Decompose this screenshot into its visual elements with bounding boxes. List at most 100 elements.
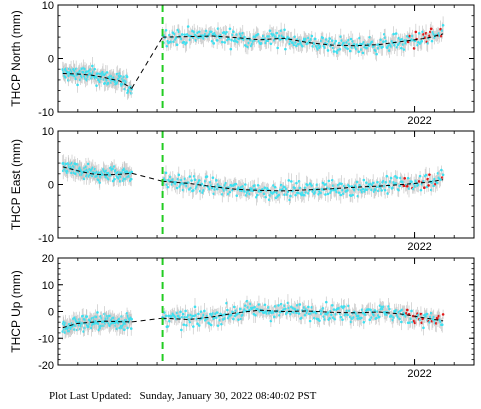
- data-point: [228, 27, 232, 31]
- data-point: [263, 186, 267, 190]
- data-point: [330, 189, 333, 192]
- data-point: [91, 166, 95, 169]
- data-point: [120, 315, 123, 318]
- data-point: [76, 83, 79, 87]
- data-point: [389, 176, 393, 180]
- y-axis-label: THCP East (mm): [9, 139, 23, 230]
- data-point: [243, 35, 246, 39]
- data-point: [388, 307, 391, 311]
- data-point-recent: [405, 308, 409, 312]
- data-point: [348, 185, 351, 188]
- data-point: [215, 179, 218, 182]
- data-point: [181, 312, 185, 316]
- data-point: [162, 311, 166, 314]
- data-point: [295, 181, 298, 185]
- data-point: [272, 315, 276, 319]
- data-point: [396, 43, 400, 47]
- gap-connector-line: [131, 172, 163, 182]
- data-point: [93, 67, 96, 71]
- data-point: [298, 303, 302, 306]
- data-point: [277, 304, 280, 307]
- data-point: [318, 319, 321, 322]
- data-point: [231, 310, 234, 314]
- data-point: [226, 308, 229, 312]
- data-point: [263, 303, 267, 307]
- data-point: [111, 167, 115, 171]
- model-trend-line: [162, 33, 444, 47]
- data-point: [310, 34, 314, 38]
- data-point: [232, 305, 236, 309]
- data-point: [303, 313, 307, 317]
- data-point: [340, 305, 343, 308]
- data-point: [227, 37, 231, 41]
- model-trend-line: [62, 320, 132, 329]
- data-point: [382, 40, 385, 44]
- data-point: [212, 42, 216, 45]
- data-point: [290, 180, 293, 183]
- data-point: [238, 307, 242, 311]
- data-point: [179, 310, 182, 314]
- data-point: [418, 174, 422, 178]
- data-point: [191, 325, 195, 328]
- data-point: [215, 311, 219, 314]
- data-points: [61, 154, 445, 207]
- data-point: [122, 328, 126, 331]
- data-point: [430, 39, 434, 43]
- x-tick-label: 2022: [407, 241, 431, 253]
- y-axis-label: THCP Up (mm): [9, 270, 23, 352]
- data-point: [122, 75, 126, 79]
- data-point: [417, 31, 421, 35]
- data-point: [394, 32, 398, 35]
- data-point: [248, 308, 251, 312]
- data-point: [97, 171, 101, 174]
- y-tick-label: 10: [42, 126, 54, 138]
- data-point-recent: [423, 186, 426, 190]
- plot-frame: [57, 4, 475, 113]
- data-point: [219, 312, 222, 316]
- data-point: [254, 313, 257, 317]
- data-point: [377, 315, 381, 319]
- data-point: [326, 192, 330, 196]
- data-point: [186, 25, 190, 28]
- data-point: [313, 37, 317, 41]
- data-point: [351, 193, 355, 197]
- data-points: [61, 16, 445, 100]
- data-point: [441, 23, 445, 27]
- plot-footer: Plot Last Updated: Sunday, January 30, 20…: [49, 390, 316, 402]
- data-point: [184, 309, 187, 313]
- data-point: [232, 30, 235, 34]
- data-point: [79, 324, 83, 328]
- data-point: [275, 31, 279, 35]
- y-tick-label: -10: [38, 233, 54, 245]
- data-point: [273, 185, 277, 189]
- data-point: [210, 186, 214, 190]
- data-point: [90, 76, 93, 80]
- data-point: [385, 174, 389, 178]
- data-point: [166, 185, 170, 189]
- data-point: [204, 29, 208, 33]
- data-point: [410, 309, 413, 313]
- y-axis-label: THCP North (mm): [9, 10, 23, 106]
- data-point: [61, 330, 65, 333]
- data-point: [400, 46, 403, 50]
- data-point-recent: [403, 176, 407, 180]
- data-point: [73, 69, 77, 73]
- data-point: [332, 50, 336, 53]
- data-point: [342, 305, 346, 308]
- data-point: [175, 43, 179, 47]
- data-point: [349, 37, 353, 41]
- data-point: [373, 309, 377, 312]
- data-point: [295, 311, 298, 315]
- gap-connector-line: [131, 317, 163, 323]
- data-point: [193, 305, 197, 309]
- data-points: [61, 294, 445, 341]
- data-point: [190, 179, 193, 182]
- y-tick-label: -20: [38, 360, 54, 372]
- data-point: [78, 318, 81, 321]
- data-point: [225, 30, 228, 34]
- data-point: [326, 49, 330, 52]
- data-point: [235, 194, 239, 197]
- data-point-recent: [429, 27, 433, 31]
- data-point: [203, 309, 206, 313]
